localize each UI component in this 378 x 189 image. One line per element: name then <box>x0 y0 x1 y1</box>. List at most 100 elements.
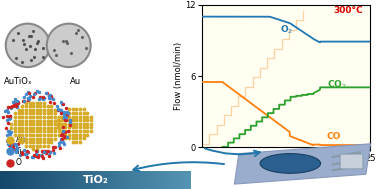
Bar <box>94 171 95 189</box>
Bar <box>17 171 18 189</box>
Bar <box>174 171 175 189</box>
Bar <box>145 171 146 189</box>
Bar <box>19 171 20 189</box>
Bar <box>13 171 14 189</box>
Bar <box>170 171 171 189</box>
Bar <box>37 171 38 189</box>
Bar <box>151 171 152 189</box>
Bar <box>181 171 182 189</box>
Bar <box>96 171 98 189</box>
Bar <box>129 171 130 189</box>
Bar <box>23 171 24 189</box>
Y-axis label: Flow (nmol/min): Flow (nmol/min) <box>174 42 183 110</box>
Bar <box>64 171 65 189</box>
Bar <box>149 171 150 189</box>
Bar <box>116 171 118 189</box>
Bar <box>146 171 147 189</box>
Bar <box>134 171 135 189</box>
Bar <box>45 171 46 189</box>
Bar <box>102 171 103 189</box>
Text: CO$_2$: CO$_2$ <box>327 79 347 91</box>
Bar <box>140 171 141 189</box>
Bar <box>61 171 62 189</box>
Polygon shape <box>234 144 370 184</box>
Bar <box>89 171 90 189</box>
Text: AuTiOₓ: AuTiOₓ <box>4 77 33 86</box>
Bar <box>162 171 163 189</box>
Bar <box>153 171 154 189</box>
Bar <box>84 171 85 189</box>
Bar <box>172 171 173 189</box>
Bar <box>119 171 120 189</box>
Bar <box>148 171 149 189</box>
Text: Au: Au <box>70 77 81 86</box>
Text: Ti: Ti <box>15 147 22 156</box>
Bar <box>18 171 19 189</box>
Bar <box>15 171 16 189</box>
Bar <box>71 171 73 189</box>
Bar <box>86 171 87 189</box>
Bar <box>150 171 151 189</box>
Bar <box>55 171 56 189</box>
Bar <box>5 171 6 189</box>
Circle shape <box>260 154 321 173</box>
Bar <box>83 171 84 189</box>
Bar <box>109 171 110 189</box>
Bar <box>85 171 86 189</box>
Bar <box>161 171 162 189</box>
Bar <box>69 171 70 189</box>
Bar <box>122 171 123 189</box>
Bar <box>141 171 142 189</box>
Bar <box>107 171 108 189</box>
Bar <box>136 171 138 189</box>
Bar <box>44 171 45 189</box>
Bar <box>106 171 107 189</box>
Bar <box>2 171 3 189</box>
Bar <box>165 171 166 189</box>
Bar <box>87 171 88 189</box>
Bar <box>113 171 115 189</box>
Bar <box>168 171 169 189</box>
Bar <box>73 171 74 189</box>
Bar <box>6 171 7 189</box>
Bar <box>120 171 121 189</box>
Bar <box>67 171 68 189</box>
Bar <box>47 171 48 189</box>
Bar <box>79 171 80 189</box>
Bar <box>147 171 148 189</box>
Bar <box>14 171 15 189</box>
Bar <box>34 171 35 189</box>
Bar <box>40 171 41 189</box>
Bar <box>26 171 27 189</box>
Bar <box>54 171 55 189</box>
Bar <box>81 171 82 189</box>
Text: 300°C: 300°C <box>333 6 363 15</box>
Bar <box>183 171 184 189</box>
Bar <box>127 171 128 189</box>
Bar <box>27 171 28 189</box>
Circle shape <box>6 24 50 67</box>
Bar <box>35 171 36 189</box>
X-axis label: Time (h): Time (h) <box>268 165 305 174</box>
Bar <box>173 171 174 189</box>
Bar <box>59 171 60 189</box>
Bar <box>46 171 47 189</box>
Text: O$_2$: O$_2$ <box>280 23 293 36</box>
Bar <box>58 171 59 189</box>
Text: CO: CO <box>327 132 341 141</box>
Bar <box>152 171 153 189</box>
Bar <box>95 171 96 189</box>
Bar <box>80 171 81 189</box>
Bar <box>158 171 160 189</box>
Bar <box>25 171 26 189</box>
Bar <box>128 171 129 189</box>
Bar <box>11 171 12 189</box>
Bar <box>76 171 77 189</box>
Bar <box>0 171 1 189</box>
Bar <box>63 171 64 189</box>
Bar <box>166 171 167 189</box>
Bar <box>57 171 58 189</box>
Bar <box>88 171 89 189</box>
Bar <box>51 171 53 189</box>
Bar <box>90 171 91 189</box>
